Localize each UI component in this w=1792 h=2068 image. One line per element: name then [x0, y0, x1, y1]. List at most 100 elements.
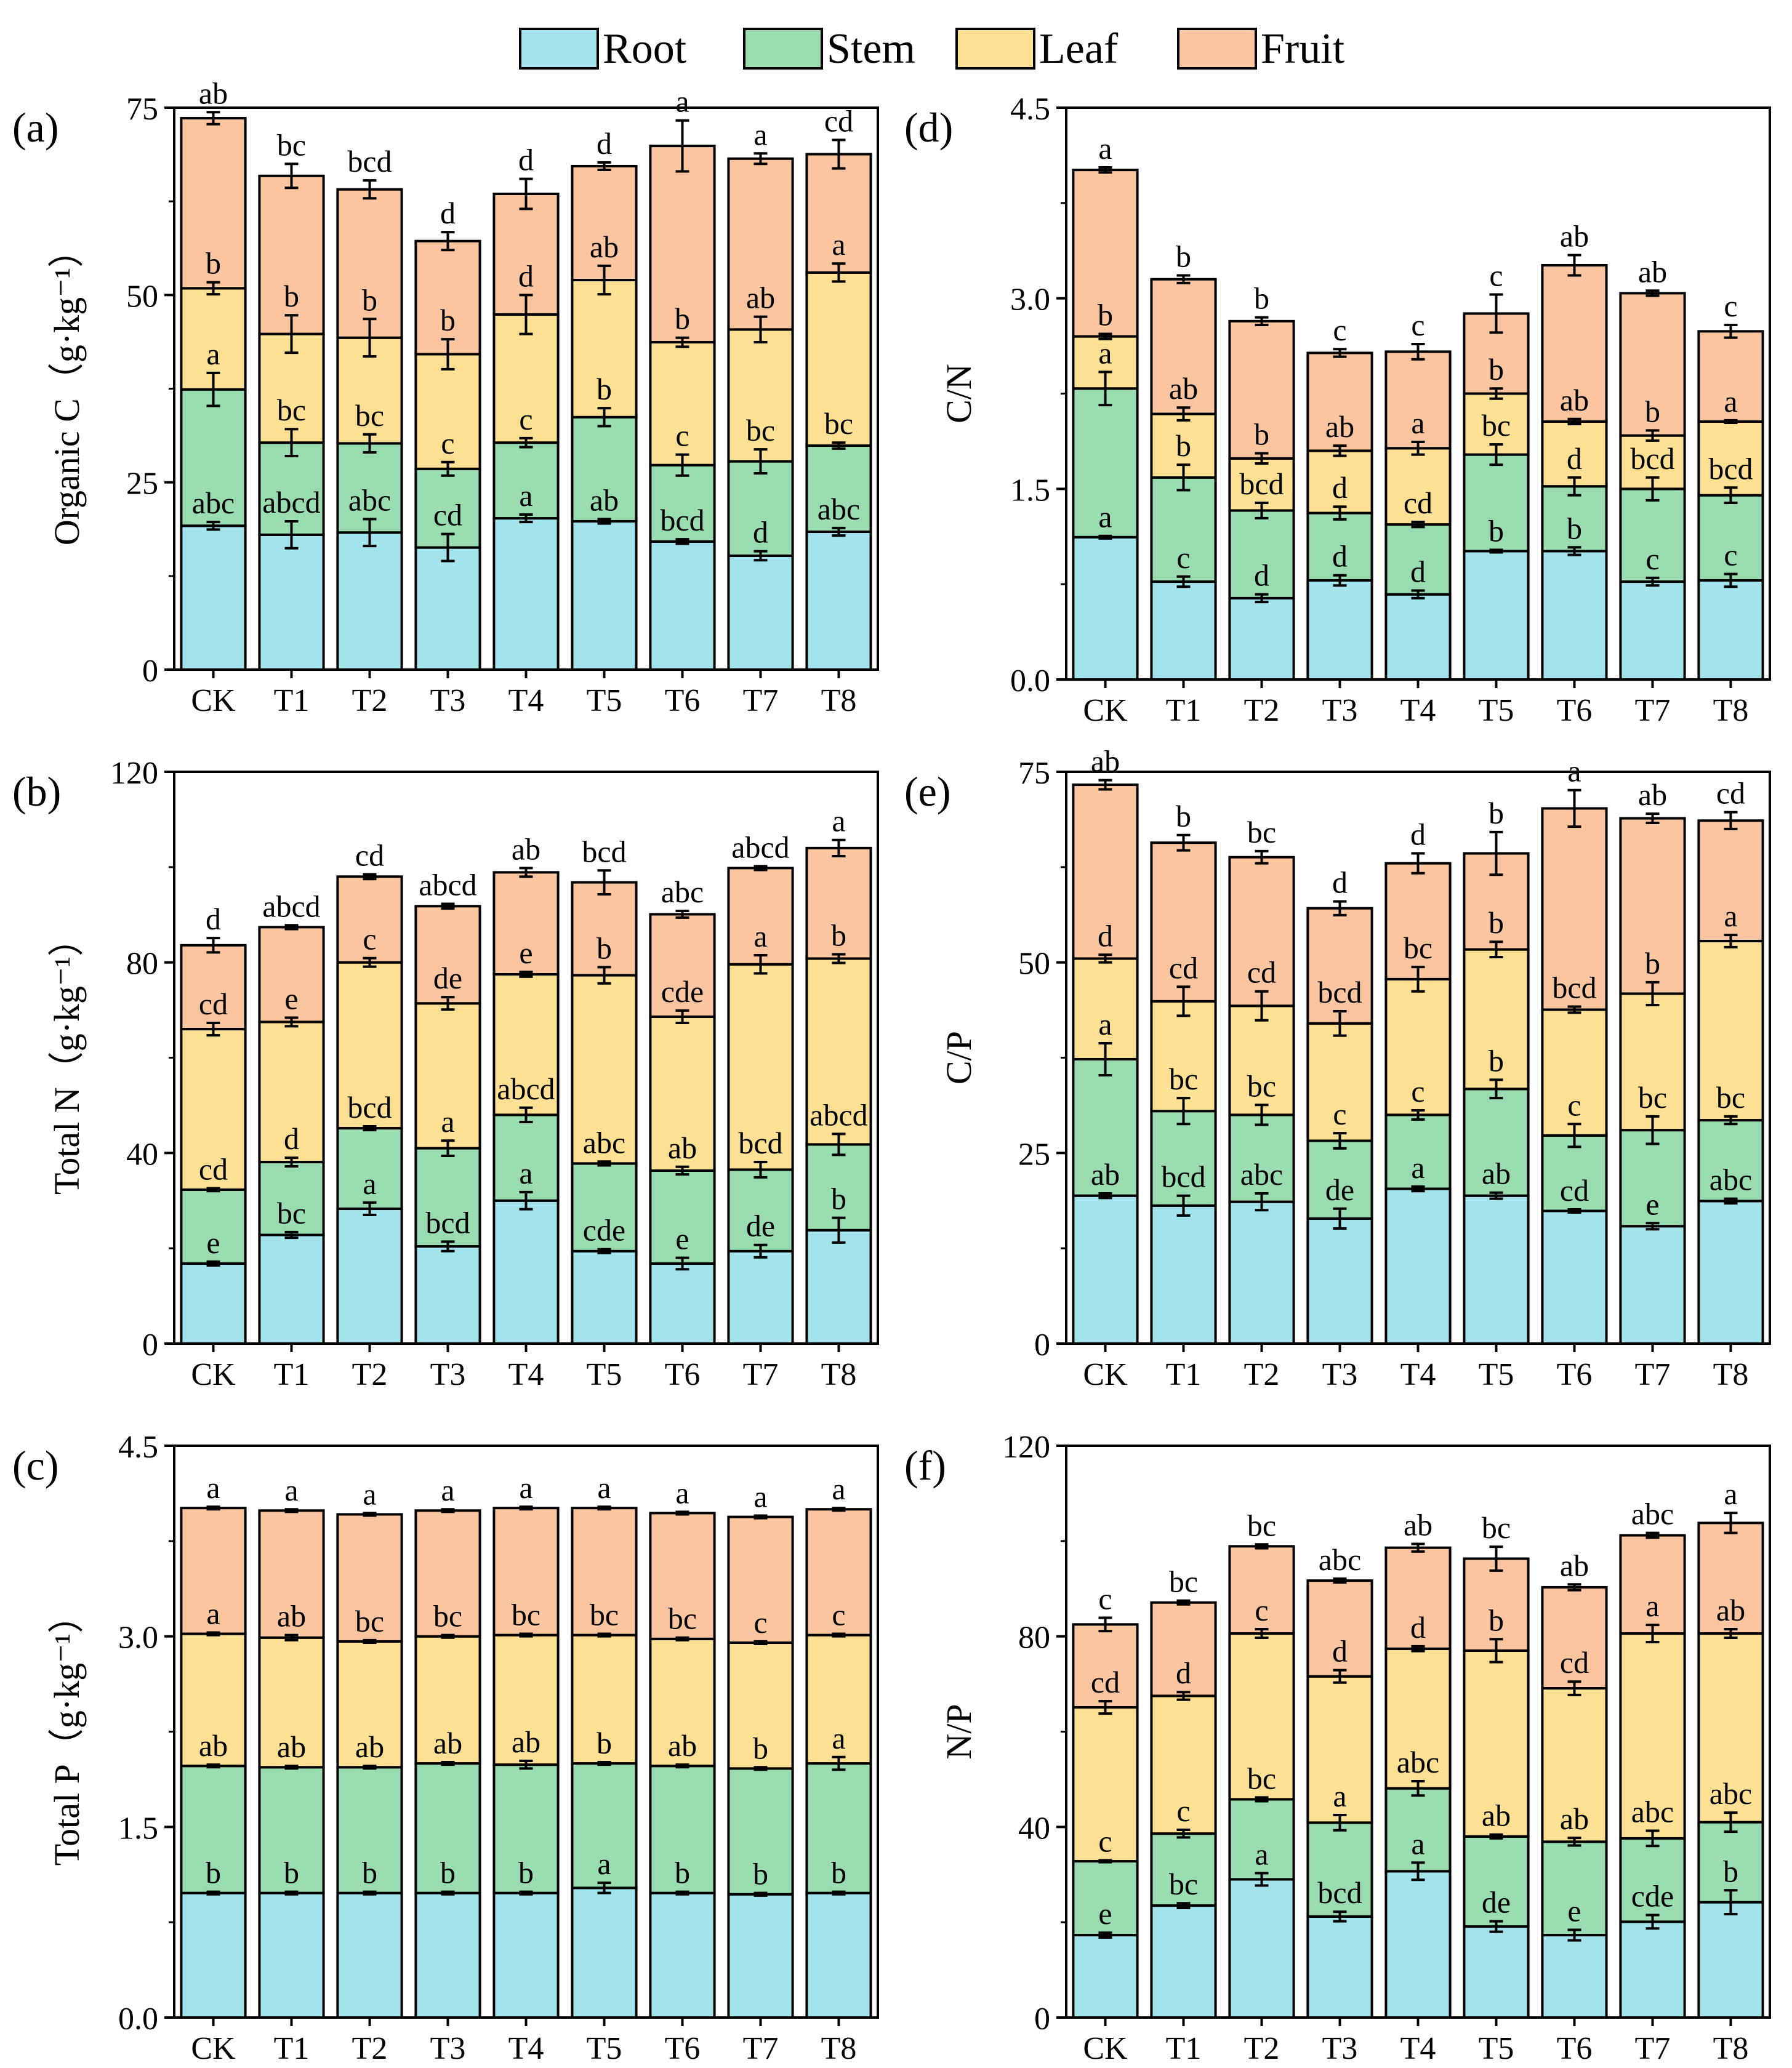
- x-tick-label-e-7: T7: [1635, 1357, 1671, 1392]
- error-bar-d-T8-leaf: [1724, 419, 1738, 424]
- error-bar-b-T1-leaf: [284, 1016, 299, 1028]
- x-tick-label-a-6: T6: [665, 683, 701, 718]
- error-bar-a-CK-fruit: [206, 111, 220, 126]
- x-tick-label-f-7: T7: [1635, 2031, 1671, 2066]
- bar-e-T5-root: [1463, 1194, 1530, 1345]
- error-bar-d-T4-stem: [1411, 521, 1425, 529]
- error-bar-b-CK-fruit: [206, 937, 220, 954]
- bar-f-T1-fruit: [1150, 1601, 1217, 1697]
- x-tick-label-b-8: T8: [821, 1357, 857, 1392]
- error-bar-e-T6-root: [1567, 1208, 1581, 1214]
- error-bar-b-T5-fruit: [597, 869, 611, 896]
- significance-a-T4-leaf: d: [518, 258, 534, 293]
- x-tick-label-e-2: T2: [1244, 1357, 1280, 1392]
- error-bar-e-T5-fruit: [1489, 830, 1503, 876]
- error-bar-f-T8-stem: [1724, 1811, 1738, 1834]
- panel-f: (f)N/P04080120eccdcCKbccdbcT1abccbcT2bcd…: [904, 1430, 1771, 2066]
- bar-e-CK-stem: [1072, 1057, 1139, 1197]
- significance-a-T1-root: abcd: [262, 485, 320, 519]
- error-bar-b-T3-root: [441, 1240, 455, 1252]
- bar-a-T7-root: [727, 554, 794, 671]
- x-tick-label-c-1: T1: [274, 2031, 310, 2066]
- error-bar-b-T4-stem: [519, 1106, 533, 1124]
- x-tick-label-d-2: T2: [1244, 693, 1280, 728]
- significance-d-T7-fruit: ab: [1638, 254, 1667, 289]
- error-bar-b-T8-root: [832, 1216, 846, 1244]
- legend-label-root: Root: [603, 25, 687, 73]
- bar-f-T1-stem: [1150, 1832, 1217, 1907]
- significance-b-T7-root: de: [746, 1209, 775, 1243]
- legend-swatch-leaf: [955, 28, 1035, 70]
- error-bar-a-T8-root: [832, 526, 846, 537]
- error-bar-d-T2-fruit: [1255, 316, 1269, 327]
- bar-d-T6-leaf: [1541, 420, 1608, 488]
- error-bar-f-T5-leaf: [1489, 1638, 1503, 1664]
- error-bar-d-T7-leaf: [1645, 429, 1660, 442]
- error-bar-c-T1-leaf: [284, 1633, 299, 1641]
- error-bar-f-T4-fruit: [1411, 1542, 1425, 1553]
- error-bar-c-T8-leaf: [832, 1632, 846, 1638]
- error-bar-a-T1-root: [284, 519, 299, 550]
- bar-a-T3-fruit: [414, 239, 481, 356]
- bar-c-T1-leaf: [258, 1636, 325, 1769]
- error-bar-c-T8-fruit: [832, 1507, 846, 1512]
- significance-e-T4-stem: c: [1411, 1074, 1424, 1108]
- y-axis-label-d: C/N: [939, 364, 979, 423]
- significance-e-CK-root: ab: [1091, 1157, 1120, 1192]
- significance-f-T1-leaf: d: [1176, 1656, 1191, 1690]
- error-bar-c-CK-leaf: [206, 1631, 220, 1637]
- error-bar-a-T3-fruit: [441, 231, 455, 252]
- x-tick-label-d-0: CK: [1083, 693, 1128, 728]
- bar-a-T5-leaf: [571, 278, 638, 419]
- error-bar-b-T2-fruit: [363, 873, 377, 881]
- panel-b: (b)Total N（g·kg⁻¹）04080120ecdcddCKbcdeab…: [12, 756, 879, 1392]
- significance-d-CK-stem: a: [1098, 335, 1112, 370]
- bar-a-T8-root: [805, 531, 872, 671]
- significance-e-T2-fruit: bc: [1247, 815, 1276, 849]
- legend-label-fruit: Fruit: [1261, 25, 1345, 73]
- significance-e-T6-stem: c: [1567, 1088, 1581, 1122]
- panel-label-c: (c): [12, 1442, 58, 1489]
- significance-d-T3-fruit: c: [1333, 313, 1346, 347]
- error-bar-b-T7-leaf: [753, 954, 768, 975]
- bar-d-T8-leaf: [1697, 420, 1764, 497]
- significance-b-T8-root: b: [831, 1182, 846, 1216]
- bar-e-T4-root: [1384, 1187, 1452, 1345]
- y-tick-label-e-0: 0: [1034, 1328, 1050, 1363]
- bar-d-T2-root: [1228, 596, 1295, 681]
- error-bar-c-T1-stem: [284, 1765, 299, 1770]
- significance-a-T4-fruit: d: [518, 143, 534, 177]
- significance-d-T2-stem: bcd: [1239, 467, 1284, 501]
- error-bar-d-CK-root: [1098, 534, 1112, 540]
- bar-a-CK-root: [180, 524, 247, 671]
- error-bar-d-T1-root: [1176, 575, 1191, 588]
- x-tick-label-f-5: T5: [1479, 2031, 1514, 2066]
- error-bar-a-T1-stem: [284, 428, 299, 458]
- significance-a-T7-leaf: ab: [746, 281, 775, 315]
- significance-a-T5-stem: b: [597, 372, 612, 406]
- error-bar-e-T3-stem: [1333, 1132, 1347, 1150]
- error-bar-f-T3-leaf: [1333, 1669, 1347, 1684]
- significance-d-T6-stem: d: [1567, 441, 1582, 476]
- significance-d-T7-leaf: b: [1645, 394, 1660, 428]
- significance-f-T4-stem: abc: [1397, 1745, 1439, 1779]
- significance-e-T7-root: e: [1645, 1187, 1659, 1221]
- panel-label-f: (f): [904, 1442, 946, 1489]
- significance-c-T4-root: b: [518, 1856, 534, 1890]
- significance-e-T1-root: bcd: [1161, 1160, 1205, 1194]
- significance-a-CK-fruit: ab: [199, 76, 228, 110]
- error-bar-f-T1-stem: [1176, 1828, 1191, 1839]
- error-bar-b-T2-leaf: [363, 956, 377, 968]
- bar-d-T1-stem: [1150, 476, 1217, 583]
- bar-f-T4-leaf: [1384, 1647, 1452, 1790]
- bar-c-T8-root: [805, 1891, 872, 2019]
- bar-f-T7-root: [1619, 1920, 1686, 2019]
- significance-b-T5-fruit: bcd: [582, 834, 626, 868]
- legend-swatch-root: [519, 28, 599, 70]
- error-bar-c-T7-root: [753, 1891, 768, 1897]
- panel-e: (e)C/P0255075abadabCKbcdbccdbT1abcbccdbc…: [904, 744, 1771, 1392]
- error-bar-f-T4-root: [1411, 1861, 1425, 1882]
- y-tick-label-e-1: 25: [1018, 1137, 1050, 1172]
- x-tick-label-b-4: T4: [508, 1357, 544, 1392]
- significance-d-T8-stem: bcd: [1708, 451, 1753, 486]
